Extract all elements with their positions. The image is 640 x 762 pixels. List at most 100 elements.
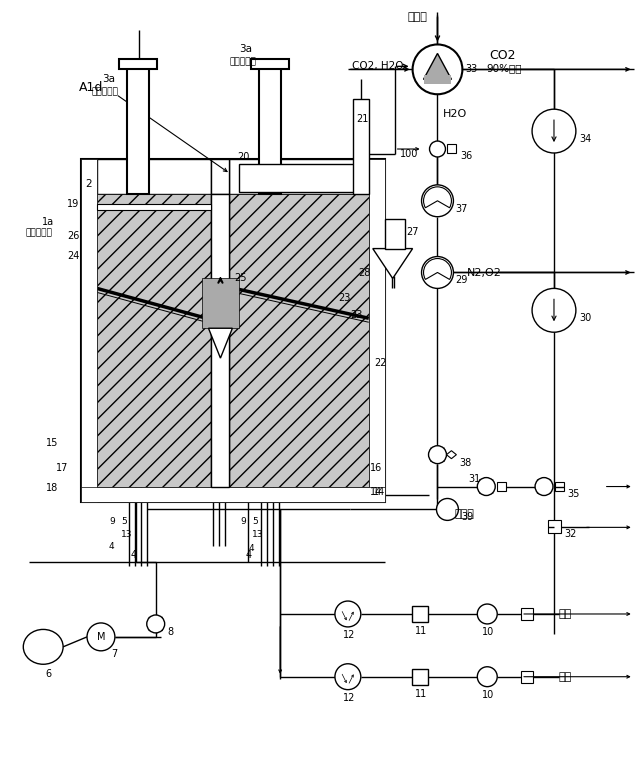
Polygon shape: [447, 450, 456, 459]
Text: 33: 33: [465, 64, 477, 75]
Text: 12: 12: [343, 630, 355, 640]
Bar: [97, 194, 211, 487]
Circle shape: [436, 498, 458, 520]
Text: 9: 9: [109, 517, 115, 527]
Bar: [119, 59, 157, 69]
Bar: [497, 482, 506, 491]
Text: 17: 17: [56, 463, 68, 472]
Text: 4: 4: [245, 550, 252, 560]
Bar: [211, 194, 229, 487]
Text: 34: 34: [579, 134, 591, 144]
Text: 21: 21: [356, 114, 368, 124]
Circle shape: [87, 623, 115, 651]
Text: 4: 4: [248, 544, 254, 553]
Bar: [424, 75, 451, 85]
Text: （酸化塔）: （酸化塔）: [229, 57, 256, 66]
Bar: [81, 487, 385, 502]
Text: 32: 32: [564, 530, 576, 539]
Circle shape: [477, 667, 497, 687]
Bar: [97, 159, 211, 194]
Text: 1a: 1a: [42, 216, 54, 227]
Text: 24: 24: [67, 251, 79, 261]
Bar: [521, 671, 533, 683]
Circle shape: [429, 446, 447, 463]
Text: 4: 4: [131, 550, 137, 560]
Text: 7: 7: [111, 648, 117, 659]
Text: 4: 4: [109, 543, 115, 551]
Text: 13: 13: [252, 530, 264, 539]
Text: 3a: 3a: [239, 44, 252, 54]
Text: 37: 37: [456, 203, 468, 214]
Text: 28: 28: [358, 268, 370, 278]
Text: 13: 13: [121, 530, 132, 539]
Text: 27: 27: [406, 226, 419, 237]
Text: 燃料: 燃料: [559, 672, 572, 682]
Bar: [81, 159, 385, 502]
Text: M: M: [97, 632, 105, 642]
Text: 35: 35: [567, 488, 579, 498]
Text: 5: 5: [121, 517, 127, 527]
Text: 22: 22: [374, 358, 387, 368]
Text: 5: 5: [252, 517, 258, 527]
Text: 31: 31: [468, 474, 481, 484]
Text: 100: 100: [399, 149, 418, 159]
Text: 水蒸気: 水蒸気: [454, 510, 474, 520]
Bar: [412, 606, 428, 622]
Text: 10: 10: [483, 627, 495, 637]
Text: （酸化塔）: （酸化塔）: [92, 88, 119, 96]
Bar: [555, 482, 564, 491]
Text: 39: 39: [461, 512, 474, 523]
Text: 16: 16: [370, 463, 382, 472]
Text: 11: 11: [415, 689, 427, 699]
Text: 38: 38: [460, 458, 472, 468]
Text: 8: 8: [168, 627, 174, 637]
Bar: [252, 59, 289, 69]
Text: H2O: H2O: [442, 109, 467, 119]
Text: 6: 6: [45, 669, 51, 679]
Wedge shape: [424, 187, 451, 208]
Text: 10: 10: [483, 690, 495, 700]
Bar: [127, 64, 148, 194]
Text: 26: 26: [67, 231, 79, 241]
Text: 9: 9: [241, 517, 246, 527]
Text: 冷却水: 冷却水: [408, 11, 428, 21]
Bar: [447, 144, 456, 153]
Text: 29: 29: [456, 275, 468, 286]
Bar: [548, 520, 561, 533]
Bar: [239, 164, 359, 192]
Text: 14: 14: [370, 487, 382, 497]
Bar: [385, 219, 404, 248]
Text: 19: 19: [67, 199, 79, 209]
Text: 23: 23: [338, 293, 350, 303]
Text: 14: 14: [372, 487, 385, 497]
Polygon shape: [372, 248, 413, 278]
Text: 12: 12: [343, 693, 355, 703]
Bar: [81, 159, 97, 502]
Text: CO2: CO2: [489, 50, 516, 62]
Ellipse shape: [23, 629, 63, 664]
Text: 18: 18: [46, 482, 58, 492]
Bar: [229, 194, 369, 487]
Circle shape: [413, 44, 462, 94]
Text: 25: 25: [234, 274, 247, 283]
Bar: [353, 99, 369, 194]
Polygon shape: [424, 53, 451, 79]
Text: 30: 30: [579, 313, 591, 323]
Text: N2,O2: N2,O2: [467, 268, 502, 278]
Circle shape: [535, 478, 553, 495]
Circle shape: [422, 185, 453, 216]
Text: CO2, H2O: CO2, H2O: [352, 62, 403, 72]
Circle shape: [532, 109, 576, 153]
Circle shape: [335, 664, 361, 690]
Bar: [97, 203, 211, 210]
Wedge shape: [424, 258, 451, 280]
Text: 3a: 3a: [102, 75, 115, 85]
Text: 20: 20: [237, 152, 250, 162]
Bar: [369, 159, 385, 502]
Text: 36: 36: [460, 151, 472, 161]
Polygon shape: [209, 328, 232, 358]
Circle shape: [532, 288, 576, 332]
Bar: [211, 159, 229, 194]
Circle shape: [477, 604, 497, 624]
Bar: [202, 278, 239, 328]
